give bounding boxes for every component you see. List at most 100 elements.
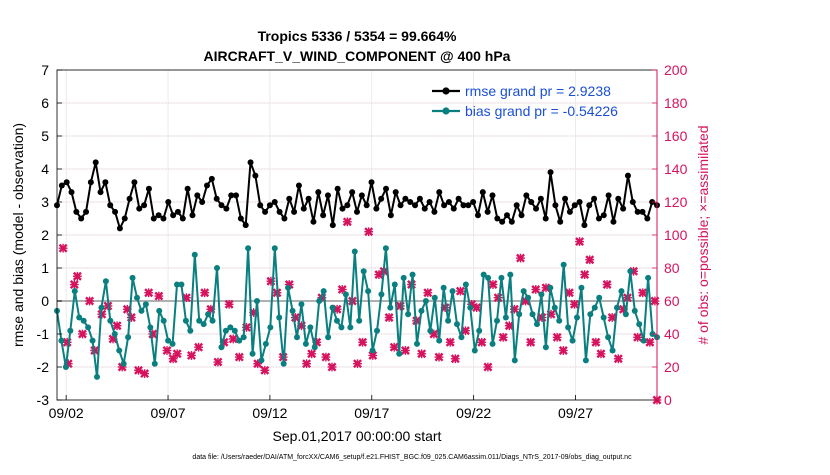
rmse-point [508,218,515,225]
bias-point [582,357,589,364]
bias-point [369,347,376,354]
bias-point [574,314,580,321]
bias-point [396,350,403,357]
rmse-point [170,212,177,219]
obs-marker [552,332,562,342]
bias-point [276,314,283,321]
rmse-point [252,172,259,179]
right-tick-label: 20 [664,359,680,375]
bias-point [569,337,576,344]
left-tick-label: 2 [41,227,49,243]
bias-point [62,364,69,370]
bias-point [614,304,620,311]
left-tick-label: -2 [37,359,50,375]
obs-marker [472,303,482,313]
rmse-point [431,208,438,215]
left-tick-label: 3 [41,194,49,210]
obs-marker [531,285,541,294]
rmse-point [223,205,230,212]
obs-marker [483,362,493,372]
bias-point [365,288,372,295]
rmse-point [436,189,443,196]
rmse-point [363,202,370,209]
x-tick-label: 09/07 [151,405,186,421]
bias-point [111,331,118,337]
bias-point [151,360,158,367]
bias-point [618,288,625,295]
rmse-point [334,185,341,192]
x-tick-label: 09/02 [49,405,84,421]
obs-marker [400,346,410,355]
bias-point [347,324,354,331]
rmse-point [276,208,283,215]
bias-point [374,327,380,334]
left-tick-label: 0 [41,293,49,309]
rmse-point [368,179,375,186]
obs-marker [194,342,204,352]
bias-point [58,337,65,344]
rmse-point [378,195,385,202]
rmse-point [479,189,486,196]
obs-marker [450,354,460,364]
obs-marker [162,346,172,355]
bias-point [356,317,363,324]
obs-marker [364,227,374,237]
obs-marker [488,280,498,289]
bias-point [80,317,87,324]
bias-point [458,334,465,341]
obs-marker [580,270,590,280]
rmse-point [450,205,457,212]
bias-series [54,245,660,380]
rmse-point [204,182,210,189]
bias-point [102,278,109,285]
obs-marker [321,352,331,362]
bias-point [631,307,638,314]
obs-marker [228,334,238,344]
bias-point [636,321,643,328]
obs-marker [585,255,595,265]
bias-point [182,317,189,324]
obs-marker [602,280,612,289]
rmse-point [174,208,181,215]
right-tick-label: 40 [664,326,680,342]
bias-point [129,274,136,281]
rmse-point [247,159,254,166]
obs-marker [596,349,606,359]
rmse-point [349,189,356,196]
left-tick-label: 7 [41,62,49,78]
rmse-point [208,175,215,182]
bias-point [351,248,358,255]
y-axis-label-right: # of obs: o=possible; ×=assimilated [695,125,711,344]
obs-marker [126,313,136,322]
x-axis-label: Sep.01,2017 00:00:00 start [273,428,442,444]
rmse-point [644,215,651,222]
bias-point [382,245,389,252]
bias-point [414,340,420,347]
rmse-point [581,222,588,229]
footnote: data file: /Users/raeder/DAI/ATM_forcXX/… [192,454,632,461]
bias-point [449,288,456,295]
rmse-point [465,202,472,209]
rmse-point [416,195,423,202]
bias-point [547,284,554,291]
rmse-point [470,199,477,205]
obs-marker [477,337,487,347]
obs-marker [368,351,378,360]
bias-point [205,311,212,318]
bias-point [174,281,180,288]
bias-point [85,324,92,331]
bias-point [538,291,545,298]
obs-marker [78,329,87,339]
rmse-point [537,195,544,202]
rmse-point [576,199,583,205]
obs-marker [526,337,536,347]
bias-point [405,311,412,318]
rmse-point [324,192,331,199]
obs-marker [638,288,648,298]
rmse-point [315,189,322,196]
bias-point [71,288,78,295]
x-tick-label: 09/22 [456,405,491,421]
bias-point [249,350,256,357]
legend-rmse-marker [442,87,450,95]
bias-point [627,268,634,275]
